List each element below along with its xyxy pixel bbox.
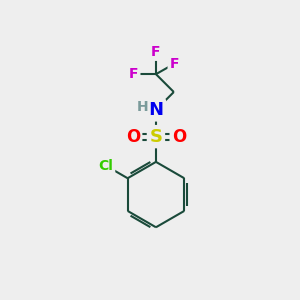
Text: O: O bbox=[126, 128, 140, 146]
Text: F: F bbox=[151, 45, 161, 59]
Text: N: N bbox=[148, 101, 164, 119]
Text: O: O bbox=[172, 128, 186, 146]
Text: Cl: Cl bbox=[98, 159, 113, 172]
Text: H: H bbox=[137, 100, 148, 114]
Text: S: S bbox=[149, 128, 162, 146]
Text: F: F bbox=[169, 57, 179, 71]
Text: F: F bbox=[129, 67, 138, 81]
